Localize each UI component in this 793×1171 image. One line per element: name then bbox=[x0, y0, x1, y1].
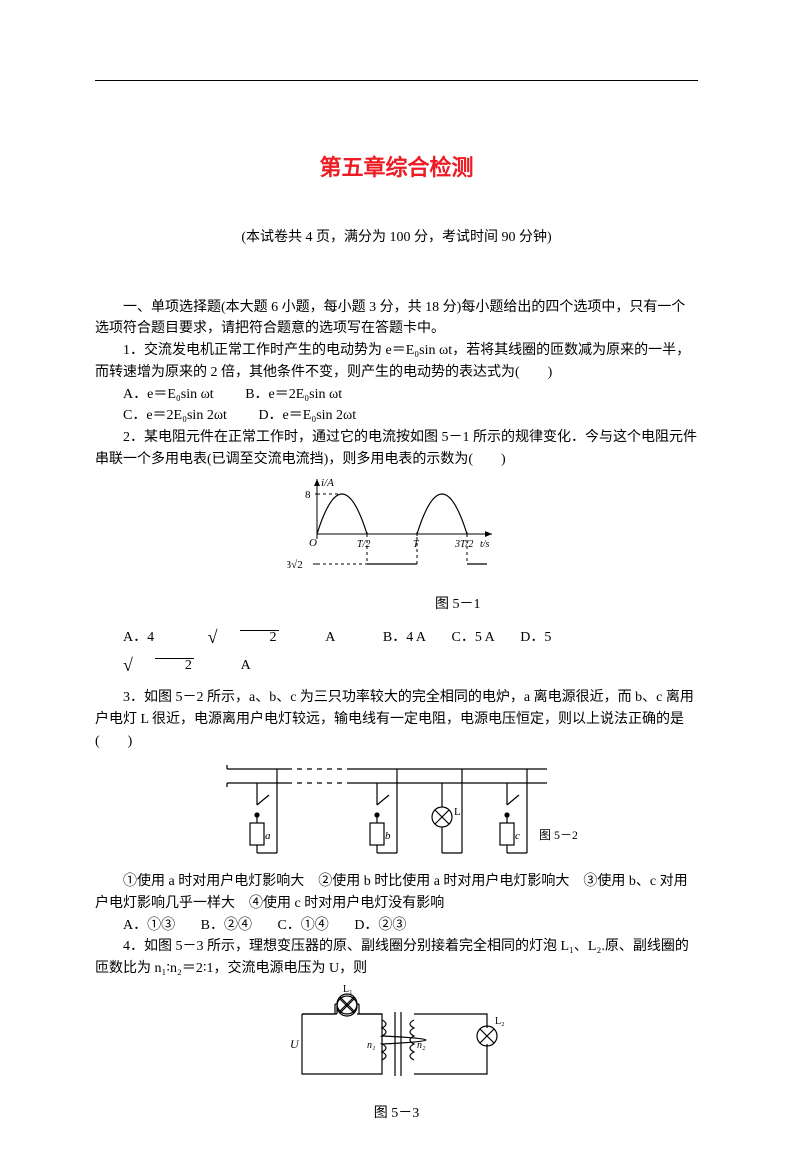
q2-option-a: A．4 √2 A bbox=[123, 630, 361, 645]
label-U: U bbox=[290, 1037, 300, 1051]
q3-caption-inline: 图 5－2 bbox=[539, 828, 577, 842]
q2-figure-caption: 图 5－1 bbox=[95, 594, 698, 616]
q2-option-c: C．5 A bbox=[452, 630, 495, 645]
chapter-title: 第五章综合检测 bbox=[95, 151, 698, 185]
q2-figure: i/A 8 O T/2 T 3T/2 t/s bbox=[95, 474, 698, 592]
spacer bbox=[95, 677, 698, 687]
q2-options: A．4 √2 A B．4 A C．5 A D．5 √2 A bbox=[95, 622, 698, 678]
q2-a-suffix: A bbox=[323, 630, 336, 645]
xtick-3: 3T/2 bbox=[454, 539, 473, 550]
label-a: a bbox=[265, 830, 271, 842]
q1-option-b: B．e＝2E₀sin ωt bbox=[245, 387, 342, 402]
q3-option-c: C．①④ bbox=[277, 918, 328, 933]
q2-a-prefix: A．4 bbox=[123, 630, 154, 645]
section-1-header: 一、单项选择题(本大题 6 小题，每小题 3 分，共 18 分)每小题给出的四个… bbox=[95, 297, 698, 340]
q1-options-row1: A．e＝E₀sin ωt B．e＝2E₀sin ωt bbox=[95, 384, 698, 406]
q1-stem: 1．交流发电机正常工作时产生的电动势为 e＝E₀sin ωt，若将其线圈的匝数减… bbox=[95, 340, 698, 383]
label-b: b bbox=[385, 830, 391, 842]
xtick-2: T bbox=[413, 539, 420, 550]
q2-d-arg: 2 bbox=[155, 658, 194, 673]
q2-option-b: B．4 A bbox=[383, 630, 426, 645]
page-root: 第五章综合检测 (本试卷共 4 页，满分为 100 分，考试时间 90 分钟) … bbox=[0, 0, 793, 1171]
xtick-1: T/2 bbox=[357, 539, 370, 550]
exam-info: (本试卷共 4 页，满分为 100 分，考试时间 90 分钟) bbox=[95, 227, 698, 249]
q3-figure: a b L c 图 5－2 bbox=[95, 757, 698, 870]
x-axis-label: t/s bbox=[480, 539, 490, 550]
label-L1: L₁ bbox=[343, 984, 353, 995]
y-tick-8: 8 bbox=[305, 489, 311, 501]
top-rule bbox=[95, 80, 698, 81]
q3-stem: 3．如图 5－2 所示，a、b、c 为三只功率较大的完全相同的电炉，a 离电源很… bbox=[95, 687, 698, 752]
label-c: c bbox=[515, 830, 520, 842]
q3-option-a: A．①③ bbox=[123, 918, 175, 933]
y-tick-bot: -3√2 bbox=[287, 559, 303, 571]
q4-figure: L₁ U n₁ n₂ L₂ bbox=[95, 984, 698, 1102]
q4-stem: 4．如图 5－3 所示，理想变压器的原、副线圈分别接着完全相同的灯泡 L₁、L₂… bbox=[95, 936, 698, 979]
q4-transformer-svg: L₁ U n₁ n₂ L₂ bbox=[287, 984, 507, 1094]
label-L: L bbox=[454, 806, 461, 818]
q1-options-row2: C．e＝2E₀sin 2ωt D．e＝E₀sin 2ωt bbox=[95, 405, 698, 427]
q3-option-b: B．②④ bbox=[201, 918, 252, 933]
label-n2: n₂ bbox=[417, 1040, 426, 1051]
q3-option-d: D．②③ bbox=[354, 918, 406, 933]
q2-graph-svg: i/A 8 O T/2 T 3T/2 t/s bbox=[287, 474, 507, 584]
q1-option-c: C．e＝2E₀sin 2ωt bbox=[123, 408, 227, 423]
label-L2: L₂ bbox=[495, 1016, 505, 1027]
q1-option-a: A．e＝E₀sin ωt bbox=[123, 387, 214, 402]
q1-option-d: D．e＝E₀sin 2ωt bbox=[258, 408, 356, 423]
q3-options: A．①③ B．②④ C．①④ D．②③ bbox=[95, 915, 698, 937]
q2-a-arg: 2 bbox=[240, 630, 279, 645]
q3-circuit-svg: a b L c 图 5－2 bbox=[217, 757, 577, 862]
q2-stem: 2．某电阻元件在正常工作时，通过它的电流按如图 5－1 所示的规律变化．今与这个… bbox=[95, 427, 698, 470]
y-axis-label: i/A bbox=[321, 477, 334, 489]
q2-d-prefix: D．5 bbox=[520, 630, 551, 645]
label-n1: n₁ bbox=[367, 1040, 375, 1051]
q2-d-suffix: A bbox=[238, 658, 251, 673]
q3-statements: ①使用 a 时对用户电灯影响大 ②使用 b 时比使用 a 时对用户电灯影响大 ③… bbox=[95, 871, 698, 914]
origin-label: O bbox=[309, 537, 317, 549]
